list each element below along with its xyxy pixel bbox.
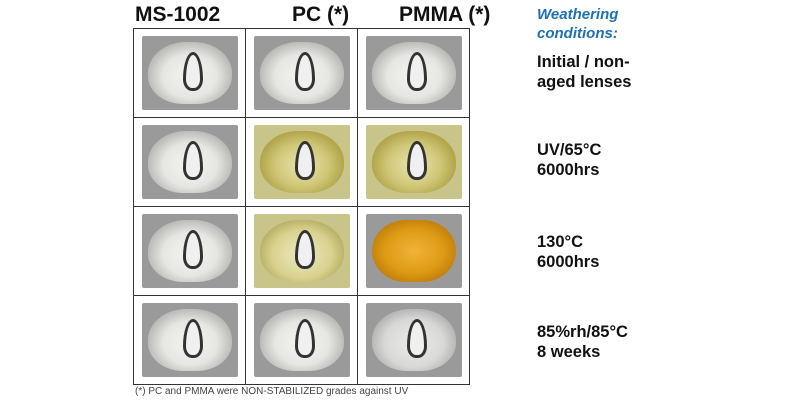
lens-photo [141, 36, 238, 110]
lens-center [182, 319, 203, 358]
condition-line: Initial / non- [537, 53, 630, 71]
footnote: (*) PC and PMMA were NON-STABILIZED grad… [135, 386, 409, 397]
lens-center [406, 319, 427, 358]
condition-line: aged lenses [537, 73, 632, 91]
table-row [133, 295, 470, 385]
condition-label: 85%rh/85°C 8 weeks [537, 322, 628, 362]
lens-cell [245, 117, 358, 207]
column-header-ms-1002: MS-1002 [135, 3, 221, 26]
lens-cell [357, 206, 470, 296]
lens-photo [365, 303, 462, 377]
condition-line: 85%rh/85°C [537, 323, 628, 341]
lens-photo [365, 125, 462, 199]
condition-label: UV/65°C 6000hrs [537, 140, 601, 180]
lens-cell [357, 28, 470, 118]
table-row [133, 28, 470, 118]
condition-line: 8 weeks [537, 343, 601, 361]
lens-center [406, 141, 427, 180]
lens-cell [245, 295, 358, 385]
weathering-conditions-title: Weathering conditions: [537, 6, 619, 42]
lens-center [182, 52, 203, 91]
condition-label: Initial / non-aged lenses [537, 52, 631, 92]
lens-cell [133, 295, 246, 385]
lens-center [182, 141, 203, 180]
lens-cell [133, 117, 246, 207]
lens-center [294, 52, 315, 91]
lens-photo [253, 303, 350, 377]
lens-cell [133, 206, 246, 296]
table-row [133, 117, 470, 207]
table-row [133, 206, 470, 296]
condition-line: UV/65°C [537, 141, 602, 159]
column-header-pmma: PMMA (*) [399, 3, 491, 26]
lens-center [294, 230, 315, 269]
lens-cell [133, 28, 246, 118]
lens-center [294, 141, 315, 180]
lens-center [294, 319, 315, 358]
lens-photo [141, 303, 238, 377]
lens-cell [245, 206, 358, 296]
condition-line: 6000hrs [537, 161, 600, 179]
lens-body [371, 220, 456, 282]
lens-photo [253, 36, 350, 110]
lens-photo [141, 214, 238, 288]
lens-cell [357, 117, 470, 207]
lens-center [406, 52, 427, 91]
condition-line: 130°C [537, 233, 584, 251]
lens-comparison-table [133, 28, 470, 385]
lens-photo [253, 214, 350, 288]
lens-photo [141, 125, 238, 199]
lens-cell [245, 28, 358, 118]
lens-photo [365, 36, 462, 110]
lens-cell [357, 295, 470, 385]
lens-photo [365, 214, 462, 288]
condition-label: 130°C 6000hrs [537, 232, 599, 272]
lens-photo [253, 125, 350, 199]
column-header-pc: PC (*) [292, 3, 350, 26]
lens-center [182, 230, 203, 269]
condition-line: 6000hrs [537, 253, 600, 271]
